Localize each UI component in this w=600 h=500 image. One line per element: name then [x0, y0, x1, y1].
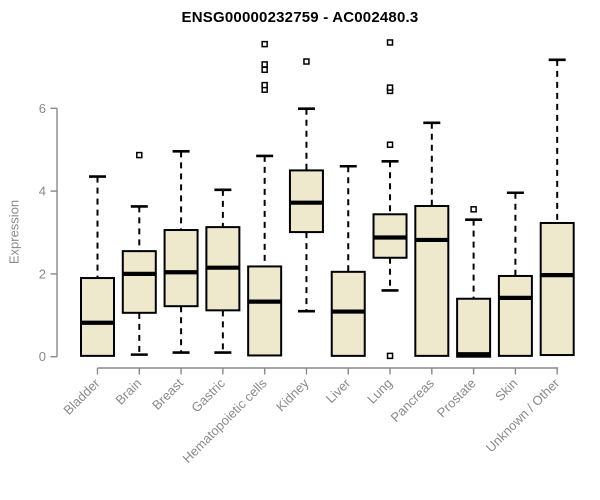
- x-tick-label: Skin: [492, 376, 520, 404]
- y-tick-label: 4: [39, 184, 46, 199]
- outlier-point: [386, 39, 394, 46]
- x-tick-label: Kidney: [273, 375, 312, 414]
- outlier-point: [136, 151, 143, 159]
- outlier-point: [386, 352, 394, 360]
- box-prostate: [456, 297, 492, 358]
- box-brain: [121, 250, 157, 314]
- outlier-point: [261, 40, 268, 48]
- outlier-point: [261, 66, 268, 74]
- x-tick-label: Brain: [112, 376, 144, 408]
- x-tick-label: Gastric: [188, 375, 228, 415]
- x-tick-label: Breast: [149, 375, 186, 412]
- box-skin: [497, 274, 533, 357]
- x-tick-label: Prostate: [434, 376, 479, 421]
- outlier-point: [386, 84, 394, 91]
- box-liver: [330, 270, 366, 357]
- y-tick-label: 2: [39, 266, 46, 281]
- box-bladder: [80, 277, 115, 357]
- outlier-point: [386, 141, 394, 148]
- outlier-point: [303, 58, 310, 65]
- outlier-point: [470, 206, 477, 213]
- box-hematopoietic-cells: [247, 265, 283, 357]
- box-unknown-other: [539, 221, 575, 357]
- x-tick-label: Lung: [364, 376, 395, 407]
- x-tick-label: Pancreas: [387, 375, 437, 425]
- box-pancreas: [414, 205, 450, 357]
- y-axis-title: Expression: [6, 199, 22, 265]
- y-tick-label: 0: [39, 349, 46, 364]
- x-tick-label: Bladder: [60, 375, 103, 418]
- outlier-point: [261, 81, 268, 89]
- chart-title: ENSG00000232759 - AC002480.3: [181, 9, 419, 26]
- box-breast: [163, 229, 199, 308]
- outlier-point: [261, 61, 268, 68]
- x-tick-label: Unknown / Other: [483, 375, 563, 455]
- x-tick-label: Liver: [323, 375, 354, 406]
- y-tick-label: 6: [39, 101, 46, 116]
